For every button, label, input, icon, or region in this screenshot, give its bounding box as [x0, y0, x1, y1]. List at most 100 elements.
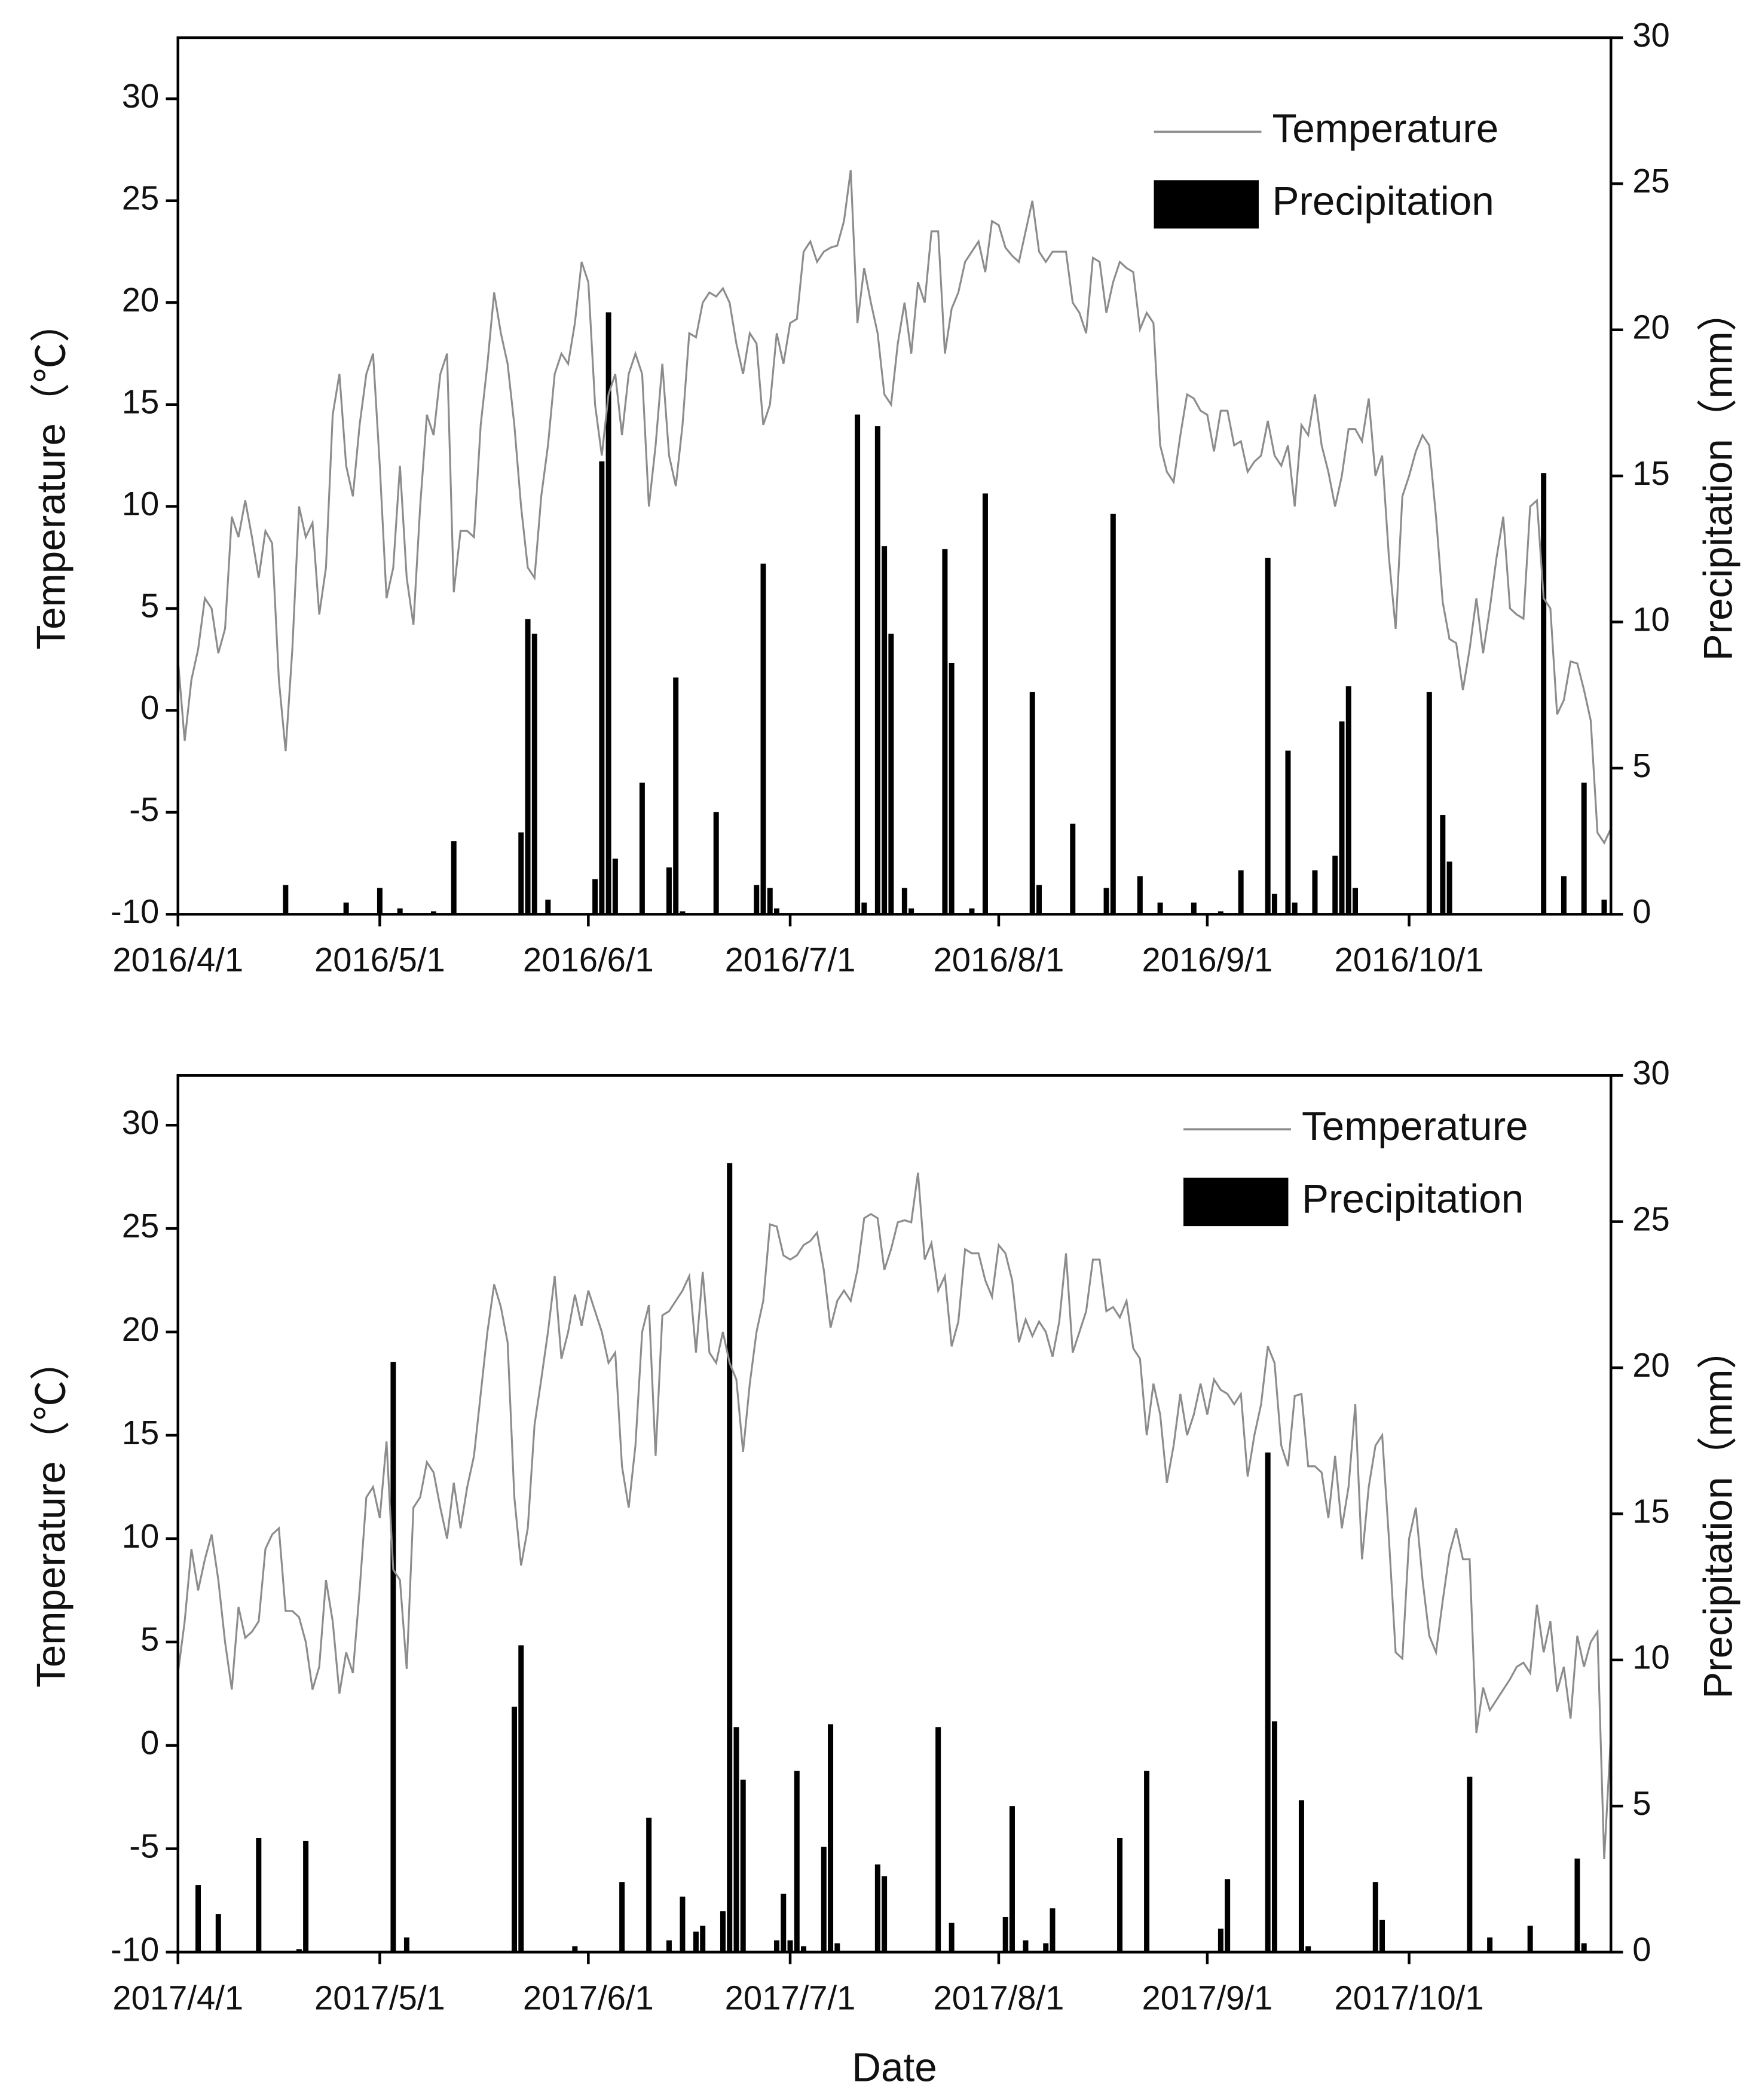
y-tick-label: 15: [122, 1414, 160, 1451]
precip-bar: [935, 1727, 941, 1952]
y2-tick-label: 0: [1632, 1930, 1651, 1968]
precip-bar: [572, 1946, 578, 1952]
precip-bar: [377, 888, 383, 915]
panel: -10 -5 0 5 10 15 20 25 30 0 5 10 15 20 25 30 2016/4/1 201…: [29, 16, 1741, 979]
precip-bar: [673, 677, 679, 915]
precip-bar: [908, 908, 914, 915]
precip-bar: [303, 1841, 309, 1952]
precip-bar: [680, 1896, 686, 1952]
precip-bar: [1581, 1943, 1587, 1952]
precip-bar: [767, 888, 773, 915]
y-tick-label: 5: [140, 1621, 159, 1658]
x-tick-label: 2017/9/1: [1142, 1979, 1272, 2016]
precip-bar: [215, 1914, 221, 1952]
precip-bar: [949, 1922, 955, 1952]
y-tick-label: 30: [122, 77, 160, 115]
precip-bar: [1271, 1721, 1277, 1952]
y-tick-label: -10: [111, 892, 159, 930]
precip-bar: [195, 1885, 201, 1952]
y-tick-label: 25: [122, 179, 160, 217]
precip-bar: [754, 885, 760, 915]
precip-bar: [605, 312, 611, 915]
y-tick-label: -10: [111, 1930, 159, 1968]
precip-bar: [1238, 870, 1244, 915]
y-axis-title: Temperature（℃）: [29, 302, 74, 650]
precip-bar: [1110, 513, 1116, 915]
y-tick-label: 10: [122, 1517, 160, 1555]
precip-bar: [1332, 855, 1338, 915]
precip-bar: [874, 1864, 880, 1952]
precip-bar: [801, 1946, 807, 1952]
precip-bar: [1339, 721, 1345, 915]
precip-bar: [760, 563, 766, 915]
precip-bar: [1440, 815, 1446, 915]
precip-bar: [1103, 888, 1109, 915]
precip-bar: [512, 1707, 518, 1952]
legend-swatch: [1154, 180, 1259, 229]
precip-bar: [828, 1724, 834, 1952]
y2-tick-label: 25: [1632, 1200, 1670, 1237]
y2-tick-label: 30: [1632, 16, 1670, 54]
y2-tick-label: 20: [1632, 308, 1670, 346]
y2-tick-label: 10: [1632, 1639, 1670, 1676]
x-tick-label: 2016/7/1: [725, 941, 856, 979]
x-tick-label: 2016/9/1: [1142, 941, 1272, 979]
precip-bar: [969, 908, 975, 915]
precip-bar: [1581, 782, 1587, 915]
precip-bar: [525, 619, 531, 915]
y2-tick-label: 20: [1632, 1346, 1670, 1384]
x-tick-label: 2017/8/1: [934, 1979, 1064, 2016]
y-tick-label: 20: [122, 1310, 160, 1348]
precip-bar: [518, 832, 524, 915]
precip-bar: [1298, 1800, 1304, 1952]
precip-bar: [949, 662, 955, 915]
precip-bar: [283, 885, 289, 915]
precip-bar: [680, 911, 686, 915]
precip-bar: [1312, 870, 1318, 915]
precip-bar: [774, 1940, 780, 1952]
precip-bar: [1265, 1452, 1271, 1952]
legend-label: Temperature: [1302, 1104, 1528, 1149]
y2-axis-title: Precipitation（mm）: [1696, 1329, 1740, 1699]
precip-bar: [1009, 1806, 1015, 1952]
precip-bar: [1305, 1946, 1311, 1952]
precip-bar: [1002, 1916, 1008, 1952]
precip-bar: [727, 1163, 733, 1952]
y2-axis-title: Precipitation（mm）: [1696, 291, 1740, 661]
precip-bar: [1292, 902, 1298, 915]
y-tick-label: 20: [122, 281, 160, 319]
precip-bar: [1353, 888, 1359, 915]
precip-bar: [639, 782, 645, 915]
precip-bar: [1218, 1928, 1223, 1952]
precip-bar: [874, 426, 880, 915]
x-tick-label: 2017/7/1: [725, 1979, 856, 2016]
precip-bar: [1191, 902, 1197, 915]
precip-bar: [1527, 1925, 1533, 1952]
precip-bar: [1601, 899, 1607, 915]
precip-bar: [592, 879, 598, 915]
precip-bar: [888, 634, 894, 915]
precip-bar: [787, 1940, 793, 1952]
precip-bar: [1345, 686, 1351, 915]
precip-bar: [1561, 876, 1567, 915]
y2-tick-label: 0: [1632, 892, 1651, 930]
precip-bar: [834, 1943, 840, 1952]
y-tick-label: 30: [122, 1104, 160, 1141]
x-tick-label: 2016/6/1: [523, 941, 654, 979]
precip-bar: [1541, 473, 1547, 915]
precip-bar: [1137, 876, 1143, 915]
precip-bar: [1144, 1771, 1150, 1952]
x-axis-title: Date: [852, 2045, 937, 2090]
y2-tick-label: 30: [1632, 1054, 1670, 1092]
precip-bar: [1271, 894, 1277, 915]
precip-bar: [1050, 1908, 1056, 1952]
precip-bar: [1225, 1879, 1231, 1952]
x-tick-label: 2017/10/1: [1335, 1979, 1484, 2016]
precip-bar: [531, 634, 537, 915]
precip-bar: [1379, 1919, 1385, 1952]
y-tick-label: -5: [129, 791, 159, 829]
y-tick-label: 0: [140, 689, 159, 726]
precip-bar: [901, 888, 907, 915]
precip-bar: [1285, 750, 1291, 915]
precip-bar: [1070, 823, 1076, 915]
